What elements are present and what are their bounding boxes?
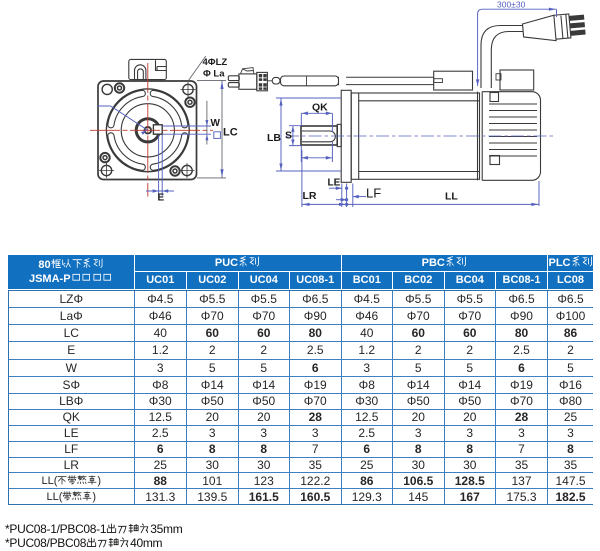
svg-text:W: W (211, 118, 221, 129)
svg-text:LF: LF (366, 186, 381, 201)
svg-text:300±30: 300±30 (497, 0, 526, 10)
svg-text:4ΦLZ: 4ΦLZ (203, 57, 228, 68)
svg-text:QK: QK (312, 102, 328, 114)
svg-text:LC: LC (223, 127, 238, 139)
svg-text:LE: LE (328, 178, 341, 189)
svg-text:E: E (158, 193, 165, 204)
svg-text:LB: LB (267, 132, 281, 144)
svg-text:Φ La: Φ La (203, 69, 225, 80)
svg-text:S: S (285, 130, 292, 142)
svg-text:LR: LR (303, 190, 317, 202)
svg-text:LL: LL (445, 191, 458, 203)
